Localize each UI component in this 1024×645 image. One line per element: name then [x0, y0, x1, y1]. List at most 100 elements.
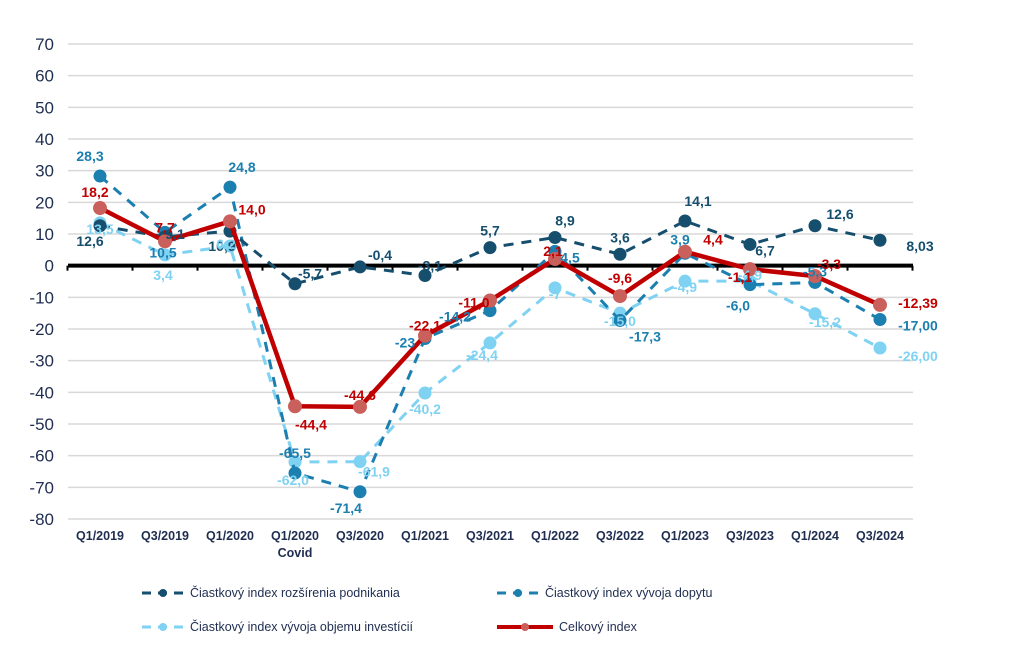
y-tick-label: 40	[35, 130, 54, 149]
data-label: -44,6	[344, 387, 376, 403]
data-point	[743, 262, 757, 277]
data-label: -4,9	[673, 279, 697, 295]
data-point	[808, 307, 822, 321]
data-point	[223, 180, 237, 194]
data-point	[223, 239, 237, 253]
data-label: 12,6	[826, 206, 853, 222]
data-label: 10,5	[149, 244, 176, 260]
y-tick-label: -10	[29, 288, 54, 307]
data-point	[613, 313, 627, 327]
y-tick-label: -30	[29, 352, 54, 371]
data-point	[678, 214, 692, 228]
data-label: -71,4	[330, 500, 362, 516]
y-tick-label: -50	[29, 415, 54, 434]
legend-label: Čiastkový index rozšírenia podnikania	[190, 586, 400, 600]
data-label: 3,4	[153, 267, 173, 283]
data-point	[808, 219, 822, 233]
data-label: -1,1	[728, 269, 752, 285]
data-point	[93, 169, 107, 183]
x-tick-label: Q1/2019	[76, 529, 124, 543]
data-label: 3,6	[610, 229, 630, 245]
data-label: 18,2	[81, 184, 108, 200]
zero-axis-line	[66, 263, 914, 271]
data-point	[873, 341, 887, 355]
x-tick-label: Q1/2020	[271, 529, 319, 543]
data-point	[743, 237, 757, 251]
data-label: -14,2	[439, 309, 471, 325]
data-label: -26,00	[898, 348, 938, 364]
y-tick-label: 30	[35, 162, 54, 181]
data-labels: 12,6 9,1 10,9 -5,7 -0,4 -3,1 5,7 8,9 3,6 14,1 6,7 1…	[76, 148, 938, 516]
x-tick-label: Q3/2024	[856, 529, 904, 543]
data-label: -65,5	[279, 445, 311, 461]
x-tick-label: Q1/2024	[791, 529, 839, 543]
legend-item-dopytu: Čiastkový index vývoja dopytu	[495, 586, 712, 600]
data-point	[548, 230, 562, 244]
data-point	[808, 269, 822, 284]
series-lines	[93, 169, 887, 499]
data-label: -44,4	[295, 416, 327, 432]
y-tick-label: -70	[29, 478, 54, 497]
data-point	[353, 455, 367, 469]
legend-label: Celkový index	[559, 620, 637, 634]
legend-label: Čiastkový index vývoja objemu investícií	[190, 620, 414, 634]
line-chart: 706050403020100-10-20-30-40-50-60-70-80 …	[29, 35, 938, 560]
data-point	[418, 386, 432, 400]
data-label: -62,0	[277, 472, 309, 488]
legend-item-rozsirenia: Čiastkový index rozšírenia podnikania	[140, 586, 400, 600]
data-label: 14,0	[238, 201, 265, 217]
y-tick-label: 70	[35, 35, 54, 54]
legend-item-investicii: Čiastkový index vývoja objemu investícií	[140, 620, 413, 634]
data-label: 12,6	[76, 233, 103, 249]
y-tick-label: -80	[29, 510, 54, 529]
data-label: -24,4	[466, 347, 498, 363]
data-label: 10,9	[208, 238, 235, 254]
data-point	[288, 277, 302, 291]
data-label: 2,1	[543, 243, 563, 259]
data-point	[483, 304, 497, 318]
data-point	[873, 297, 887, 312]
data-label: -9,6	[608, 270, 632, 286]
y-tick-label: -60	[29, 447, 54, 466]
data-point	[548, 281, 562, 295]
data-label: -5,7	[298, 266, 322, 282]
data-point	[678, 244, 692, 259]
x-tick-label: Q3/2021	[466, 529, 514, 543]
data-label: 13,5	[86, 221, 113, 237]
data-point	[873, 313, 887, 326]
legend-item-celkovy: Celkový index	[495, 620, 637, 634]
data-point	[743, 278, 757, 292]
data-point	[873, 233, 887, 247]
data-label: 9,1	[165, 226, 185, 242]
x-tick-label: Q3/2020	[336, 529, 384, 543]
legend-marker-celkovy-icon	[497, 623, 553, 631]
data-label: -3,3	[817, 256, 841, 272]
data-label: -23	[395, 335, 415, 351]
legend-marker-dopytu-icon	[497, 589, 539, 597]
data-point	[613, 289, 627, 304]
data-label: 24,8	[228, 159, 255, 175]
gridlines	[68, 43, 913, 520]
data-label: -4,9	[738, 267, 762, 283]
legend-marker-rozsirenia-icon	[142, 589, 184, 597]
data-label: -17,3	[629, 328, 661, 344]
data-label: 6,2	[216, 236, 236, 252]
data-point	[353, 485, 367, 499]
data-label: 4,4	[703, 232, 723, 248]
data-label: -0,4	[368, 247, 392, 263]
data-point	[613, 247, 627, 261]
data-label: -11,0	[458, 295, 489, 311]
data-point	[353, 399, 367, 414]
y-tick-label: 20	[35, 193, 54, 212]
data-point	[288, 466, 302, 480]
data-point	[548, 252, 562, 267]
x-axis: Q1/2019 Q3/2019 Q1/2020 Q1/2020 Covid Q3/2020…	[76, 529, 904, 560]
x-tick-label: Q1/2021	[401, 529, 449, 543]
data-label: 6,7	[755, 242, 775, 258]
data-label: -40,2	[409, 401, 441, 417]
data-point	[93, 219, 107, 233]
data-point	[418, 328, 432, 343]
x-tick-label: Q1/2022	[531, 529, 579, 543]
legend-marker-investicii-icon	[142, 623, 184, 631]
data-point	[158, 234, 172, 249]
